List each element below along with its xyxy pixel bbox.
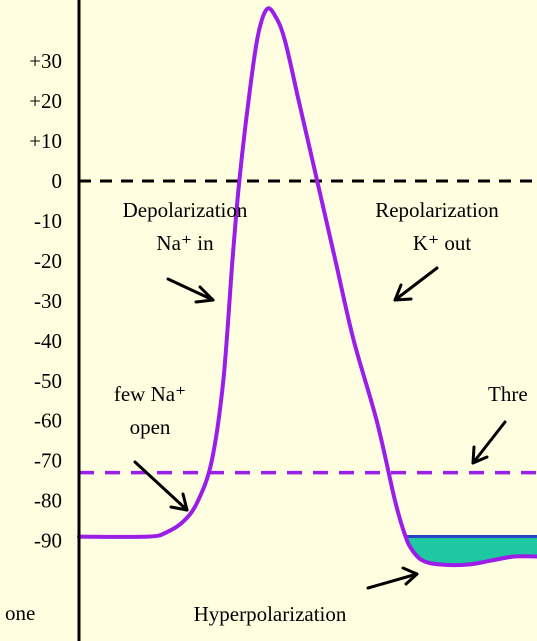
y-tick-label: +30 bbox=[29, 49, 62, 73]
depolarization-label: Depolarization bbox=[123, 198, 248, 222]
few-na-label: few Na⁺ bbox=[114, 382, 186, 406]
few-na-arrow bbox=[133, 460, 189, 512]
repolarization-ion-label: K⁺ out bbox=[413, 231, 472, 255]
y-tick-label: -40 bbox=[34, 329, 62, 353]
depolarization-arrowhead bbox=[194, 285, 215, 304]
y-tick-label: -50 bbox=[34, 369, 62, 393]
depolarization-ion-label: Na⁺ in bbox=[156, 231, 214, 255]
y-tick-label: -70 bbox=[34, 449, 62, 473]
membrane-potential-trace bbox=[77, 6, 537, 568]
hyperpolarization-arrow bbox=[366, 572, 419, 590]
y-tick-label: 0 bbox=[52, 169, 63, 193]
repolarization-label: Repolarization bbox=[375, 198, 499, 222]
y-tick-label: -90 bbox=[34, 529, 62, 553]
y-tick-label: -10 bbox=[34, 209, 62, 233]
depolarization-arrow bbox=[166, 277, 215, 302]
y-tick-label: -30 bbox=[34, 289, 62, 313]
threshold-label: Thre bbox=[488, 382, 528, 406]
threshold-arrowhead bbox=[471, 445, 489, 465]
corner-label: one bbox=[5, 601, 35, 625]
hyperpolarization-label: Hyperpolarization bbox=[194, 602, 347, 626]
few-na-open-label: open bbox=[130, 415, 171, 439]
threshold-arrow bbox=[471, 420, 507, 465]
few-na-arrowhead bbox=[169, 492, 189, 512]
y-tick-label: -20 bbox=[34, 249, 62, 273]
repolarization-arrow bbox=[393, 266, 439, 302]
y-tick-label: -80 bbox=[34, 489, 62, 513]
y-tick-label: +20 bbox=[29, 89, 62, 113]
y-tick-label: +10 bbox=[29, 129, 62, 153]
hyperpolarization-arrowhead bbox=[401, 566, 419, 586]
y-tick-label: -60 bbox=[34, 409, 62, 433]
repolarization-arrowhead bbox=[393, 283, 413, 302]
y-tick-labels: +30 +20 +10 0 -10 -20 -30 -40 -50 -60 -70 -80 -90 bbox=[29, 49, 62, 552]
